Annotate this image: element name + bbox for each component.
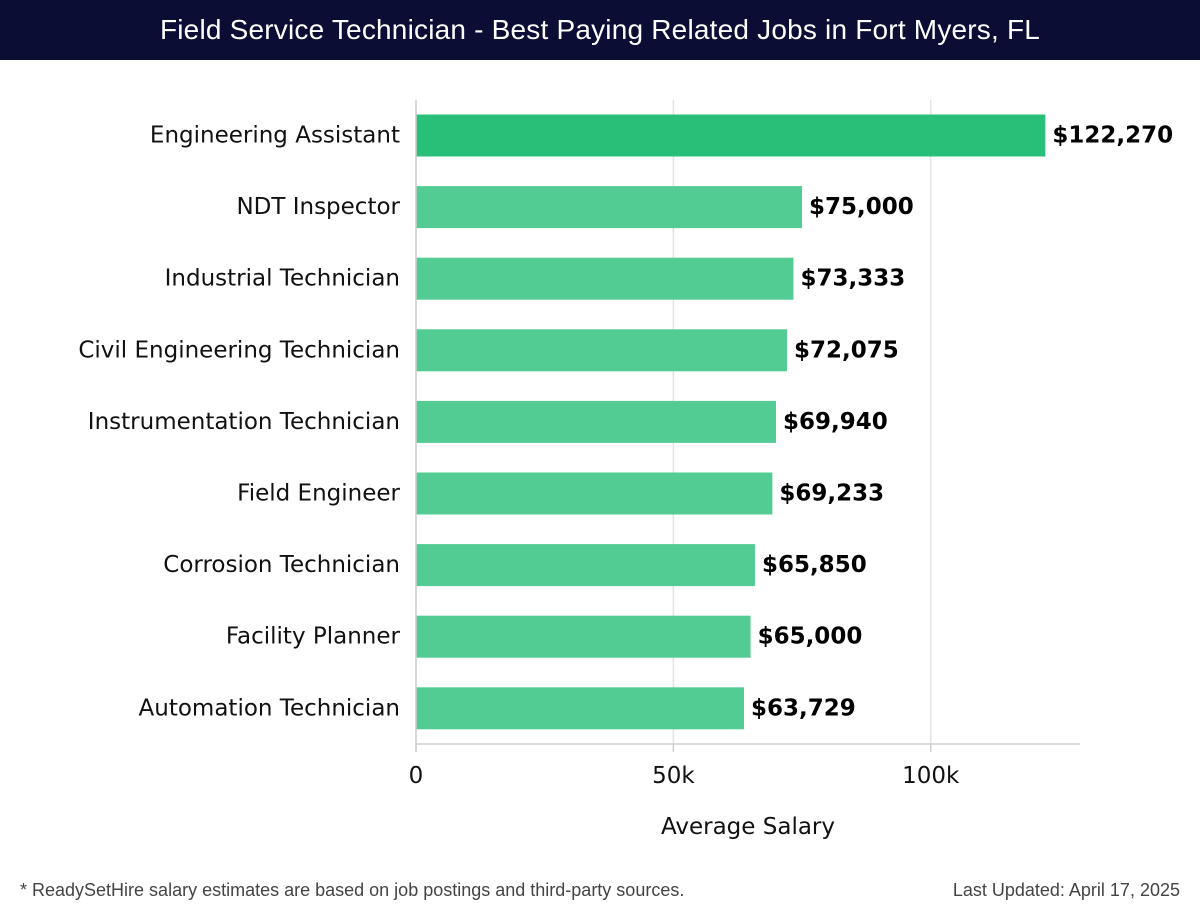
category-labels: Engineering Assistant NDT Inspector Indust… <box>78 123 400 722</box>
bars <box>416 114 1046 730</box>
x-axis: 0 50k 100k <box>409 100 1080 789</box>
category-label: Instrumentation Technician <box>88 409 400 435</box>
chart-title: Field Service Technician - Best Paying R… <box>159 14 1041 45</box>
value-labels: $122,270 $75,000 $73,333 $72,075 $69,940 $69,… <box>751 123 1173 722</box>
category-label: Field Engineer <box>237 481 400 507</box>
value-label: $69,233 <box>779 481 884 507</box>
x-axis-title: Average Salary <box>661 814 835 840</box>
value-label: $63,729 <box>751 695 856 721</box>
bar[interactable] <box>416 472 773 515</box>
category-label: NDT Inspector <box>236 194 400 220</box>
category-label: Corrosion Technician <box>163 552 400 578</box>
bar[interactable] <box>416 615 751 658</box>
last-updated: Last Updated: April 17, 2025 <box>952 880 1180 900</box>
bar[interactable] <box>416 186 803 229</box>
value-label: $65,850 <box>762 552 867 578</box>
bar-chart: Engineering Assistant NDT Inspector Indust… <box>78 100 1173 840</box>
bar[interactable] <box>416 114 1046 157</box>
bar[interactable] <box>416 687 745 730</box>
category-label: Industrial Technician <box>165 266 400 292</box>
bar[interactable] <box>416 544 755 587</box>
category-label: Civil Engineering Technician <box>78 337 400 363</box>
footer-note: * ReadySetHire salary estimates are base… <box>20 880 685 900</box>
category-label: Facility Planner <box>226 624 401 650</box>
value-label: $75,000 <box>809 194 914 220</box>
value-label: $73,333 <box>800 266 905 292</box>
header-bar: Field Service Technician - Best Paying R… <box>0 0 1200 60</box>
bar[interactable] <box>416 257 794 300</box>
bar[interactable] <box>416 400 777 443</box>
value-label: $69,940 <box>783 409 888 435</box>
category-label: Engineering Assistant <box>150 123 400 149</box>
x-tick-label: 0 <box>409 763 424 789</box>
x-tick-label: 100k <box>902 763 960 789</box>
x-tick-label: 50k <box>652 763 695 789</box>
value-label: $122,270 <box>1052 123 1173 149</box>
bar[interactable] <box>416 329 787 372</box>
value-label: $72,075 <box>794 337 899 363</box>
category-label: Automation Technician <box>139 695 400 721</box>
value-label: $65,000 <box>758 624 863 650</box>
